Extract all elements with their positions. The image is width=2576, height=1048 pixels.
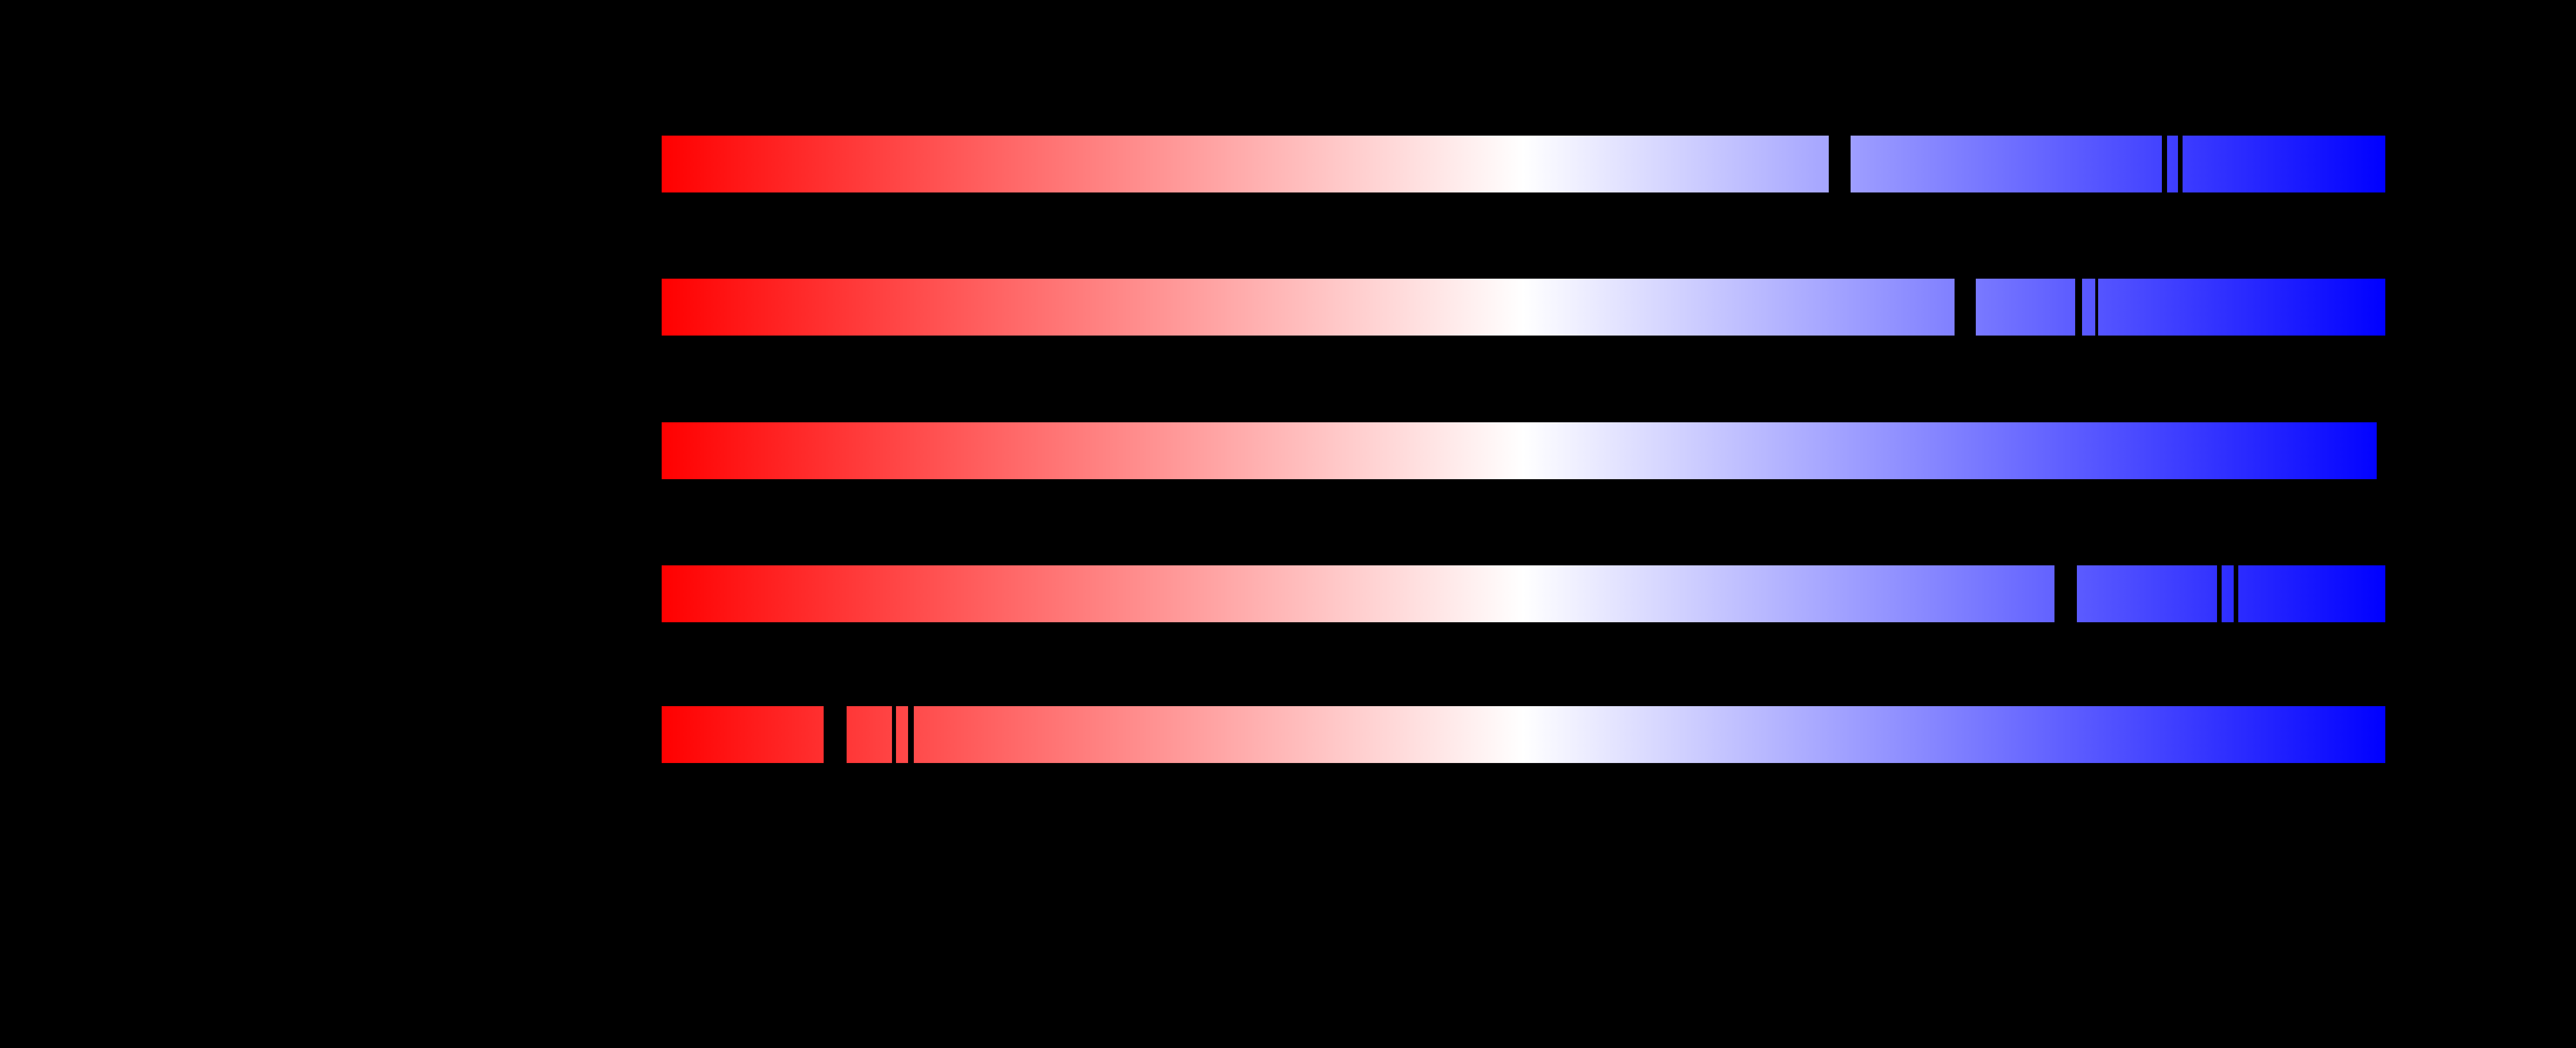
bar-segment	[2183, 136, 2385, 192]
gradient-fill	[662, 136, 1829, 192]
bar-row	[662, 565, 2385, 622]
gradient-fill	[914, 706, 2385, 763]
bar-row	[662, 136, 2385, 192]
gradient-fill	[2238, 565, 2385, 622]
bar-row	[662, 706, 2385, 763]
bar-segment	[1975, 279, 2076, 336]
bar-segment	[662, 279, 1955, 336]
gradient-fill	[2183, 136, 2385, 192]
gradient-fill	[2098, 279, 2385, 336]
gradient-fill	[2167, 136, 2178, 192]
bar-segment	[662, 136, 1829, 192]
bar-row	[662, 422, 2385, 479]
bar-segment	[662, 422, 2377, 479]
gradient-fill	[662, 422, 2377, 479]
bar-segment	[662, 565, 2055, 622]
gradient-fill	[662, 565, 2055, 622]
bar-segment	[2082, 279, 2096, 336]
gradient-fill	[847, 706, 892, 763]
gradient-fill	[1851, 136, 2162, 192]
gradient-fill	[896, 706, 909, 763]
gradient-fill	[2082, 279, 2096, 336]
bar-segment	[2098, 279, 2385, 336]
bar-segment	[1851, 136, 2162, 192]
gradient-fill	[662, 706, 824, 763]
bar-segment	[662, 706, 824, 763]
gradient-fill	[2077, 565, 2218, 622]
bar-row	[662, 279, 2385, 336]
bar-segment	[914, 706, 2385, 763]
gradient-fill	[2221, 565, 2234, 622]
gradient-fill	[662, 279, 1955, 336]
bar-segment	[2077, 565, 2218, 622]
bar-segment	[847, 706, 892, 763]
bar-segment	[2221, 565, 2234, 622]
gradient-fill	[1975, 279, 2076, 336]
bar-segment	[2238, 565, 2385, 622]
bar-segment	[896, 706, 909, 763]
bar-segment	[2167, 136, 2178, 192]
